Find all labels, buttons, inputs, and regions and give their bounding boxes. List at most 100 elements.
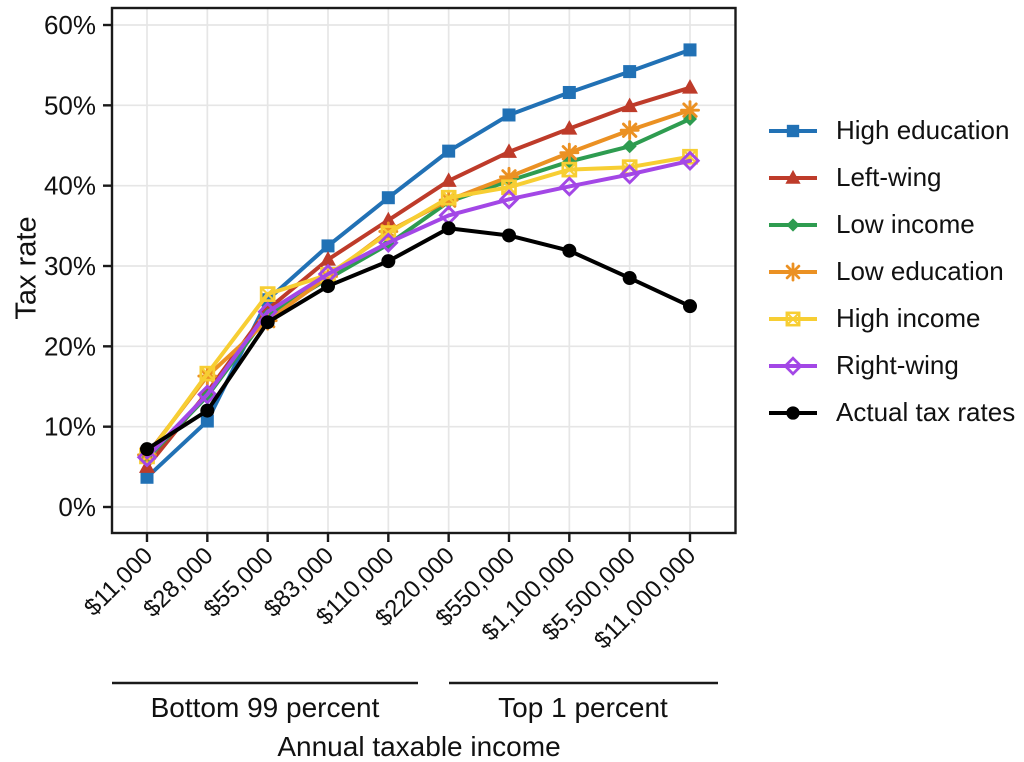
marker-filled-square [623,65,637,79]
series-high-income [139,148,698,465]
series-markers-high-income [139,148,698,465]
marker-filled-circle [682,299,697,314]
series-actual-tax-rates [140,221,697,457]
legend-key-high-education [769,124,817,137]
series-high-education [140,43,697,484]
group-annotation-top-1: Top 1 percent [498,692,668,723]
legend-item-low-education: Low education [766,248,1015,295]
marker-open-diamond [619,164,640,185]
marker-filled-circle [562,243,577,258]
marker-asterisk [559,142,580,163]
series-markers-low-education [137,100,700,465]
series-line-actual-tax-rates [145,226,692,452]
y-tick-label: 20% [44,331,96,361]
x-axis-title: Annual taxable income [277,731,561,762]
series-line-right-wing [145,158,692,460]
marker-open-diamond [559,176,580,197]
legend-label-left-wing: Left-wing [836,162,942,192]
series-markers-left-wing [139,79,698,473]
series-left-wing [139,79,698,473]
legend-item-left-wing: Left-wing [766,154,1015,201]
legend-item-right-wing: Right-wing [766,342,1015,389]
series-right-wing [136,150,701,468]
marker-filled-circle [381,254,396,269]
marker-filled-square [321,239,335,253]
marker-filled-diamond [622,139,637,154]
gridlines [112,8,736,533]
legend-label-right-wing: Right-wing [836,350,959,380]
marker-filled-square [140,470,154,484]
marker-open-diamond [498,189,520,210]
marker-filled-triangle [380,211,397,227]
y-tick-label: 10% [44,412,96,442]
marker-filled-circle [622,271,637,286]
legend-item-high-education: High education [766,107,1015,154]
marker-asterisk [680,100,700,121]
marker-open-square-x [440,189,457,206]
legend-label-high-education: High education [836,115,1010,145]
series-markers-high-education [140,43,697,484]
series-line-left-wing [145,85,692,469]
legend-label-actual-tax-rates: Actual tax rates [836,397,1016,427]
marker-filled-square [381,191,395,205]
x-axis: $11,000$28,000$55,000$83,000$110,000$220… [79,533,701,654]
marker-filled-square [442,144,456,158]
marker-filled-triangle [681,79,698,94]
marker-filled-square [200,414,214,428]
marker-filled-triangle [440,172,457,187]
legend-key-actual-tax-rates [769,405,817,420]
marker-open-square-x [501,179,517,196]
marker-open-diamond [679,150,701,172]
y-tick-label: 0% [58,492,96,522]
series-markers-low-income [140,111,697,466]
series-low-education [137,100,700,465]
marker-filled-square [562,85,576,99]
plot-panel-border [110,6,737,535]
series-line-low-education [145,108,692,457]
group-annotation-bottom-99: Bottom 99 percent [150,692,380,723]
marker-filled-circle [200,403,215,418]
marker-filled-triangle [500,143,517,158]
y-tick-label: 30% [44,251,96,281]
marker-open-diamond [197,384,218,405]
legend-label-high-income: High income [836,303,981,333]
y-axis: 0% 10% 20% 30% 40% 50% 60% [44,10,112,522]
legend-key-right-wing [769,355,817,376]
marker-open-square-x [561,161,578,178]
marker-open-diamond [136,446,158,468]
series-line-high-income [145,154,692,459]
legend-key-low-education [769,262,817,281]
legend: High education Left-wing Low income Low edu… [766,107,1015,436]
marker-open-diamond [378,232,399,253]
y-tick-label: 50% [44,90,96,120]
legend-label-low-income: Low income [836,209,975,239]
legend-label-low-education: Low education [836,256,1004,286]
marker-filled-circle [320,279,335,294]
marker-filled-triangle [319,251,336,266]
legend-item-actual-tax-rates: Actual tax rates [766,389,1015,436]
legend-key-high-income [769,311,817,326]
marker-asterisk [619,120,640,141]
marker-filled-circle [140,442,154,457]
y-tick-label: 40% [44,171,96,201]
legend-key-low-income [769,217,817,232]
marker-filled-square [683,43,697,57]
marker-filled-triangle [561,120,578,135]
marker-filled-circle [441,221,456,236]
legend-item-low-income: Low income [766,201,1015,248]
legend-item-high-income: High income [766,295,1015,342]
y-axis-title: Tax rate [10,216,43,320]
legend-key-left-wing [769,169,817,184]
marker-filled-square [502,108,516,122]
marker-filled-circle [501,228,516,243]
series-low-income [140,111,697,466]
series-markers-actual-tax-rates [140,221,697,457]
marker-filled-triangle [621,97,638,113]
marker-filled-circle [260,315,275,330]
marker-open-square-x [259,286,276,302]
y-tick-label: 60% [44,10,96,40]
series-line-high-education [145,47,692,480]
marker-open-square-x [199,365,216,382]
